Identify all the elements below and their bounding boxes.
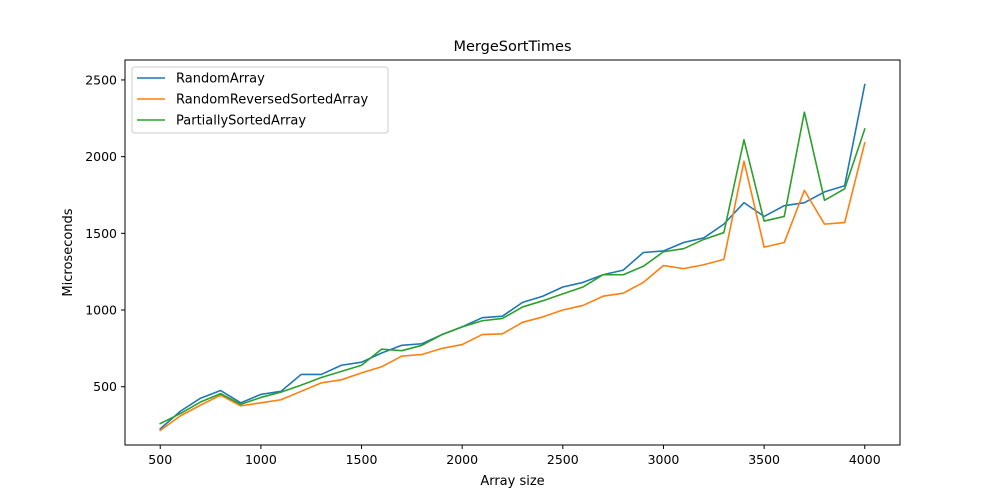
x-tick-label: 3500 — [748, 452, 780, 467]
y-tick-label: 2500 — [85, 72, 117, 87]
x-axis-ticks: 500 1000 1500 2000 2500 3000 3500 4000 — [148, 445, 881, 467]
x-tick-label: 1000 — [245, 452, 277, 467]
y-axis-ticks: 500 1000 1500 2000 2500 — [85, 72, 125, 394]
x-tick-label: 1500 — [346, 452, 378, 467]
x-tick-label: 4000 — [849, 452, 881, 467]
legend-label-1: RandomArray — [176, 72, 265, 87]
plot-area-frame — [124, 59, 901, 446]
chart-title: MergeSortTimes — [453, 39, 571, 55]
plot-lines — [159, 83, 866, 432]
x-axis-label: Array size — [480, 474, 544, 489]
x-tick-label: 2000 — [446, 452, 478, 467]
y-tick-label: 1000 — [85, 303, 117, 318]
y-axis-label: Microseconds — [61, 208, 76, 296]
series-line-2 — [159, 141, 866, 432]
legend-label-2: RandomReversedSortedArray — [176, 93, 369, 108]
x-tick-label: 500 — [148, 452, 172, 467]
y-tick-label: 2000 — [85, 149, 117, 164]
x-tick-label: 2500 — [547, 452, 579, 467]
y-tick-label: 1500 — [85, 226, 117, 241]
legend-box — [131, 66, 389, 134]
legend-label-3: PartiallySortedArray — [176, 114, 306, 129]
legend: RandomArray RandomReversedSortedArray Part… — [131, 66, 389, 134]
series-line-1 — [159, 83, 866, 431]
x-tick-label: 3000 — [648, 452, 680, 467]
series-line-3 — [159, 111, 866, 425]
y-tick-label: 500 — [93, 379, 117, 394]
